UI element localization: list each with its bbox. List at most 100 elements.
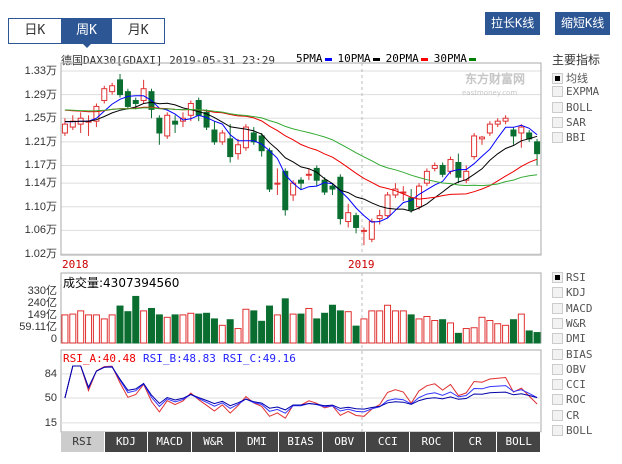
candle-body <box>250 132 257 143</box>
volume-bar <box>92 314 100 344</box>
candle-body <box>408 197 415 211</box>
checkbox[interactable] <box>552 302 563 314</box>
volume-bar <box>305 307 313 344</box>
indicator-tab-rsi[interactable]: RSI <box>61 432 105 452</box>
main-indicator-[interactable]: 均线 <box>552 70 588 86</box>
candle-body <box>227 138 234 158</box>
rsi-tick-label: 84 <box>44 367 57 380</box>
volume-bar <box>313 318 321 344</box>
indicator-tab-wr[interactable]: W&R <box>192 432 236 452</box>
volume-bar <box>195 313 203 344</box>
indicator-tab-bias[interactable]: BIAS <box>279 432 323 452</box>
volume-bar <box>525 330 533 344</box>
volume-bar <box>384 304 392 344</box>
checkbox[interactable] <box>552 333 563 345</box>
main-indicator-bbi[interactable]: BBI <box>552 131 586 144</box>
indicator-tab-dmi[interactable]: DMI <box>236 432 280 452</box>
sub-indicator-dmi[interactable]: DMI <box>552 332 586 345</box>
checkbox[interactable] <box>552 348 563 360</box>
sub-indicator-wr[interactable]: W&R <box>552 317 586 330</box>
main-indicator-expma[interactable]: EXPMA <box>552 85 599 98</box>
volume-bar <box>273 314 281 344</box>
checkbox[interactable] <box>552 409 563 421</box>
checkbox[interactable] <box>552 379 563 391</box>
volume-bar <box>517 313 525 344</box>
volume-bar <box>439 319 447 344</box>
ma-legend-label: 20PMA <box>385 52 419 65</box>
indicator-tabs: RSI KDJ MACD W&R DMI BIAS OBV CCI ROC CR BOLL <box>61 432 542 452</box>
indicator-label: MACD <box>566 301 593 315</box>
checkbox[interactable] <box>552 394 563 406</box>
checkbox[interactable] <box>552 101 563 113</box>
indicator-tab-kdj[interactable]: KDJ <box>105 432 149 452</box>
tab-daily-k[interactable]: 日K <box>24 23 46 38</box>
checkbox[interactable] <box>552 72 563 84</box>
volume-bar <box>328 304 336 344</box>
volume-bar <box>478 316 486 344</box>
sub-indicator-kdj[interactable]: KDJ <box>552 286 586 299</box>
ma-color-swatch <box>324 57 332 61</box>
candle-body <box>534 141 541 155</box>
candle-body <box>439 164 446 175</box>
checkbox[interactable] <box>552 317 563 329</box>
volume-bar <box>226 319 234 344</box>
checkbox[interactable] <box>552 132 563 144</box>
tab-monthly-k[interactable]: 月K <box>127 23 149 38</box>
ma-color-swatch <box>372 57 380 61</box>
candle-body <box>140 88 147 102</box>
checkbox[interactable] <box>552 287 563 299</box>
ma5-line <box>64 95 538 223</box>
volume-bar <box>352 325 360 344</box>
candle-body <box>266 150 273 190</box>
volume-bar <box>234 328 242 344</box>
sub-indicator-cr[interactable]: CR <box>552 409 579 422</box>
indicator-tab-obv[interactable]: OBV <box>323 432 367 452</box>
sub-indicator-macd[interactable]: MACD <box>552 302 593 315</box>
y-tick-label: 1.21万 <box>24 135 57 148</box>
volume-bar <box>250 310 258 344</box>
ma-legend-item: 5PMA <box>296 52 332 65</box>
sub-indicator-bias[interactable]: BIAS <box>552 348 593 361</box>
indicator-tab-macd[interactable]: MACD <box>148 432 192 452</box>
main-indicator-boll[interactable]: BOLL <box>552 101 593 114</box>
x-label-2018: 2018 <box>62 258 89 271</box>
rsi24-line <box>64 365 538 411</box>
period-tabs: 日K 周K 月K <box>8 18 165 48</box>
sub-indicator-rsi[interactable]: RSI <box>552 271 586 284</box>
volume-tick-label: 240亿 <box>27 297 57 309</box>
volume-bar <box>289 313 297 344</box>
candle-body <box>337 176 344 220</box>
checkbox[interactable] <box>552 116 563 128</box>
indicator-tab-cr[interactable]: CR <box>454 432 498 452</box>
indicator-tab-boll[interactable]: BOLL <box>497 432 542 452</box>
checkbox[interactable] <box>552 425 563 436</box>
ma-color-swatch <box>420 57 428 61</box>
candle-body <box>486 123 493 134</box>
candle-body <box>195 100 202 116</box>
sub-indicator-obv[interactable]: OBV <box>552 363 586 376</box>
shrink-kline-button[interactable]: 缩短K线 <box>555 12 611 35</box>
candle-body <box>384 194 391 217</box>
main-indicator-sar[interactable]: SAR <box>552 116 586 129</box>
sub-indicator-cci[interactable]: CCI <box>552 378 586 391</box>
volume-bar <box>132 295 140 344</box>
stretch-kline-button[interactable]: 拉长K线 <box>485 12 541 35</box>
checkbox[interactable] <box>552 272 563 283</box>
sub-indicator-roc[interactable]: ROC <box>552 393 586 406</box>
y-tick-label: 1.06万 <box>24 224 57 237</box>
checkbox[interactable] <box>552 363 563 375</box>
checkbox[interactable] <box>552 86 563 98</box>
volume-bar <box>297 313 305 344</box>
indicator-tab-roc[interactable]: ROC <box>410 432 454 452</box>
indicator-label: BBI <box>566 131 586 145</box>
candle-body <box>298 179 304 184</box>
candle-body <box>376 215 383 220</box>
indicator-tab-cci[interactable]: CCI <box>366 432 411 452</box>
indicator-label: BIAS <box>566 347 593 361</box>
indicator-label: BOLL <box>566 424 593 437</box>
tab-weekly-k[interactable]: 周K <box>60 19 113 48</box>
sub-indicator-boll[interactable]: BOLL <box>552 424 593 437</box>
rsi12-line <box>64 365 538 414</box>
chart-title: 德国DAX30[GDAXI] 2019-05-31 23:29 <box>61 54 276 67</box>
